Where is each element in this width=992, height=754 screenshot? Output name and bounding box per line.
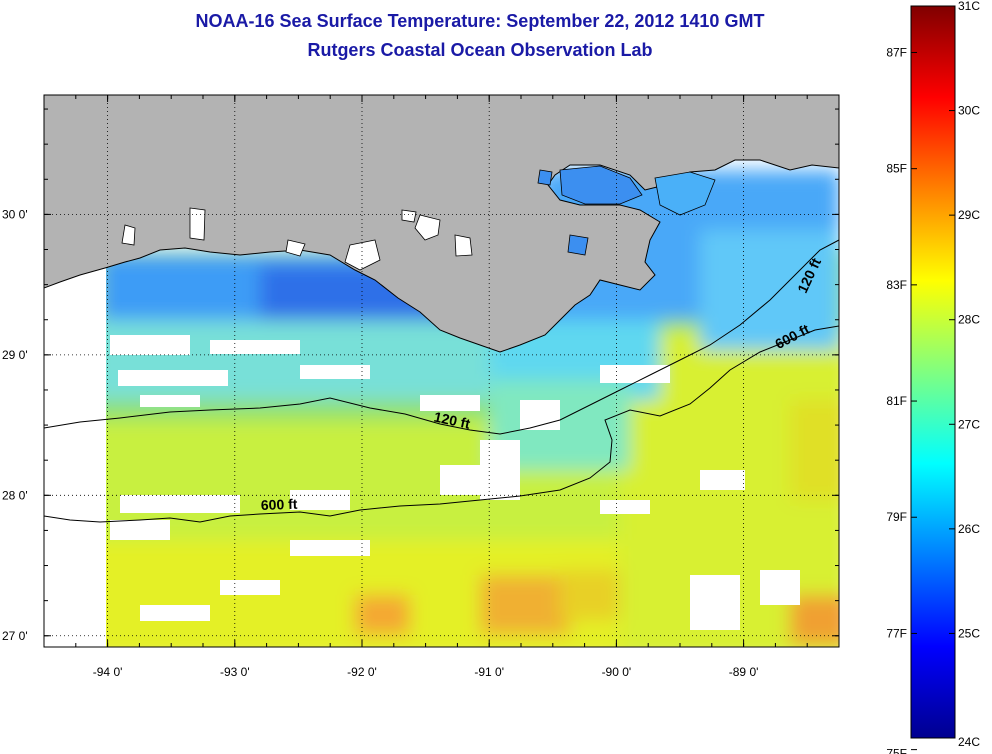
celsius-tick-label: 28C — [958, 313, 980, 327]
colorbar-gradient — [910, 5, 956, 739]
colorbar-ticks: 31C 30C 29C 28C 27C 26C 25C 24C 87F 85F 83F 81F 79F 7… — [886, 0, 980, 754]
axis-ticks: -94 0' -93 0' -92 0' -91 0' -90 0' -89 0' 30 0… — [2, 95, 840, 679]
fahrenheit-tick-label: 85F — [886, 162, 907, 176]
celsius-tick-label: 29C — [958, 208, 980, 222]
lon-tick-label: -93 0' — [220, 665, 250, 679]
celsius-tick-label: 30C — [958, 104, 980, 118]
fahrenheit-tick-label: 77F — [886, 626, 907, 640]
contour-label: 600 ft — [261, 496, 298, 513]
graticule — [44, 95, 839, 647]
map-title: NOAA-16 Sea Surface Temperature: Septemb… — [195, 11, 765, 31]
lon-tick-label: -89 0' — [729, 665, 759, 679]
inland-water — [121, 165, 716, 271]
celsius-tick-label: 31C — [958, 0, 980, 13]
lat-tick-label: 29 0' — [2, 348, 28, 362]
depth-contours — [44, 239, 839, 523]
fahrenheit-tick-label: 81F — [886, 394, 907, 408]
lat-tick-label: 28 0' — [2, 488, 28, 502]
fahrenheit-tick-label: 83F — [886, 278, 907, 292]
lon-tick-label: -94 0' — [93, 665, 123, 679]
lon-tick-label: -92 0' — [347, 665, 377, 679]
lon-tick-label: -90 0' — [602, 665, 632, 679]
contour-600ft — [44, 325, 839, 523]
lat-tick-label: 27 0' — [2, 629, 28, 643]
celsius-tick-label: 27C — [958, 417, 980, 431]
map-frame — [43, 94, 840, 648]
fahrenheit-tick-label: 87F — [886, 45, 907, 59]
map-subtitle: Rutgers Coastal Ocean Observation Lab — [307, 40, 653, 60]
fahrenheit-tick-label: 75F — [886, 747, 907, 754]
lon-tick-label: -91 0' — [474, 665, 504, 679]
contour-label: 120 ft — [433, 409, 472, 432]
contour-120ft-west — [44, 239, 839, 435]
lat-tick-label: 30 0' — [2, 207, 28, 221]
celsius-tick-label: 24C — [958, 735, 980, 749]
celsius-tick-label: 25C — [958, 626, 980, 640]
fahrenheit-tick-label: 79F — [886, 510, 907, 524]
cloud-cover — [44, 260, 800, 647]
celsius-tick-label: 26C — [958, 522, 980, 536]
